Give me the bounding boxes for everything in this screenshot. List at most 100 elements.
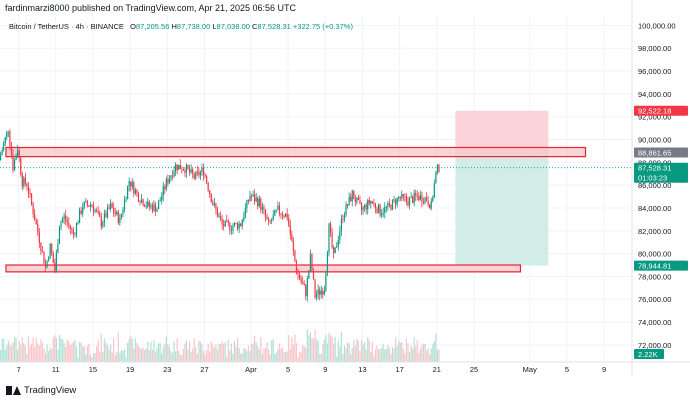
- candle-body: [102, 222, 104, 227]
- candle-body: [13, 159, 16, 171]
- candle-body: [241, 220, 243, 227]
- volume-bar: [416, 340, 418, 362]
- volume-bar: [216, 350, 219, 362]
- candle-body: [364, 204, 366, 208]
- volume-bar: [30, 343, 33, 362]
- volume-bar: [246, 350, 248, 362]
- volume-bar: [94, 352, 96, 362]
- candle-body: [388, 202, 391, 205]
- tradingview-brand[interactable]: TradingView: [6, 385, 76, 396]
- volume-bar: [280, 348, 282, 362]
- candle-body: [303, 283, 305, 286]
- candle-body: [285, 213, 287, 217]
- y-tick-label: 94,000.00: [638, 90, 671, 99]
- volume-bar: [325, 334, 327, 362]
- volume-bar: [20, 344, 22, 362]
- candle-body: [193, 173, 195, 179]
- volume-bar: [249, 351, 251, 362]
- volume-bar: [46, 344, 48, 362]
- candle-body: [354, 199, 356, 202]
- candle-body: [230, 230, 233, 231]
- volume-bar: [198, 340, 200, 362]
- candle-body: [288, 218, 290, 226]
- volume-bar: [1, 338, 3, 362]
- candle-body: [425, 197, 428, 201]
- volume-bar: [342, 353, 344, 362]
- candle-body: [187, 164, 189, 169]
- volume-bar: [175, 351, 177, 362]
- x-tick-label: 23: [163, 365, 171, 374]
- volume-bar: [272, 339, 274, 362]
- volume-bar: [182, 349, 184, 362]
- candle-body: [340, 218, 342, 231]
- volume-bar: [63, 343, 65, 362]
- volume-bar: [15, 338, 17, 362]
- candle-body: [436, 164, 439, 172]
- candle-body: [429, 204, 431, 209]
- volume-bar: [226, 356, 228, 362]
- candle-body: [339, 230, 341, 240]
- candle-body: [402, 194, 404, 197]
- candle-body: [77, 223, 79, 224]
- candle-body: [147, 201, 149, 207]
- candle-body: [399, 196, 401, 199]
- volume-bar: [419, 349, 421, 362]
- candle-body: [249, 196, 251, 202]
- volume-bar: [260, 337, 262, 362]
- tradingview-logo-icon: [6, 386, 21, 395]
- volume-bar: [433, 341, 435, 362]
- symbol-name[interactable]: Bitcoin / TetherUS · 4h · BINANCE: [9, 22, 124, 31]
- volume-bar: [401, 341, 403, 362]
- volume-bar: [116, 351, 118, 362]
- candle-body: [298, 274, 301, 279]
- candle-body: [97, 211, 99, 213]
- candle-body: [343, 215, 346, 220]
- candle-body: [127, 186, 129, 200]
- volume-bar: [188, 341, 191, 362]
- candle-body: [40, 243, 42, 252]
- candle-body: [80, 210, 82, 214]
- volume-bar: [68, 341, 70, 362]
- candle-body: [308, 270, 310, 279]
- candle-body: [240, 223, 242, 227]
- x-tick-label: 5: [286, 365, 290, 374]
- candle-body: [92, 205, 95, 212]
- volume-bar: [407, 343, 409, 362]
- candle-body: [175, 164, 177, 172]
- candle-body: [46, 260, 48, 267]
- volume-bar: [29, 346, 31, 362]
- candle-body: [7, 131, 9, 133]
- candle-body: [199, 171, 202, 176]
- candle-body: [292, 241, 294, 251]
- volume-bar: [204, 354, 206, 362]
- candle-body: [271, 220, 273, 222]
- volume-bar: [6, 345, 8, 362]
- volume-bar: [415, 346, 417, 362]
- candle-body: [412, 196, 414, 203]
- candle-body: [20, 157, 22, 175]
- candle-body: [356, 197, 358, 202]
- candle-body: [263, 207, 265, 211]
- candle-body: [32, 203, 34, 215]
- volume-bar: [237, 337, 239, 362]
- candle-body: [277, 205, 279, 210]
- candle-body: [116, 211, 118, 215]
- volume-bar: [348, 343, 350, 362]
- candle-body: [312, 271, 315, 280]
- change-value: +322.75 (+0.37%): [292, 22, 353, 31]
- candle-body: [255, 198, 257, 202]
- volume-bar: [314, 329, 316, 362]
- candle-body: [424, 197, 426, 203]
- candle-body: [75, 223, 78, 235]
- candle-body: [3, 143, 5, 150]
- candle-body: [161, 196, 163, 201]
- volume-bar: [99, 351, 101, 362]
- volume-bar: [108, 349, 110, 362]
- candle-body: [373, 203, 375, 204]
- volume-bar: [286, 351, 288, 362]
- volume-bar: [379, 349, 381, 362]
- volume-bar: [103, 338, 105, 362]
- candle-body: [100, 216, 102, 227]
- candle-body: [204, 175, 206, 177]
